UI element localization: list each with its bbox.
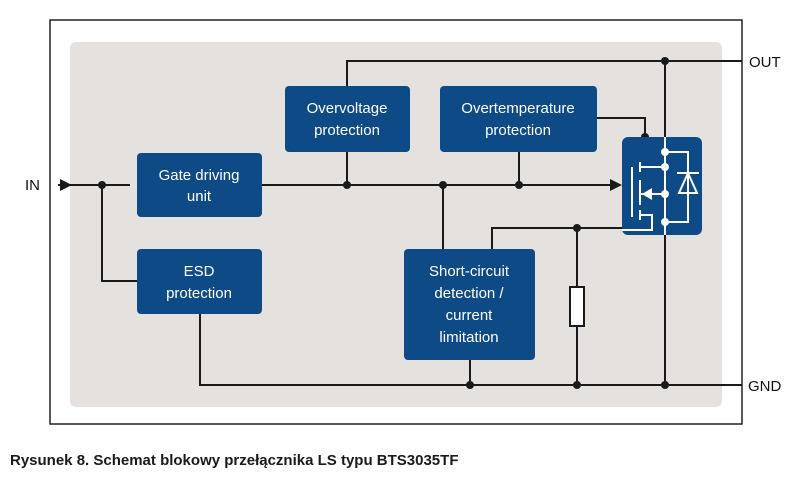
mosfet-icon (622, 137, 702, 235)
resistor (569, 286, 585, 327)
overtemperature-protection-block: Overtemperature protection (440, 86, 597, 152)
figure-caption: Rysunek 8. Schemat blokowy przełącznika … (10, 452, 459, 469)
svg-text:protection: protection (485, 122, 551, 139)
gate-driving-unit-block: Gate driving unit (137, 153, 262, 217)
pin-in-label: IN (25, 177, 40, 194)
svg-text:Overvoltage: Overvoltage (307, 100, 388, 117)
svg-text:limitation: limitation (439, 329, 498, 346)
gate-arrow (610, 179, 622, 191)
in-arrow (60, 179, 72, 191)
pin-gnd-label: GND (748, 378, 782, 395)
junction-dots (98, 57, 669, 389)
esd-protection-block: ESD protection (137, 249, 262, 314)
svg-text:current: current (446, 307, 494, 324)
wires (58, 60, 742, 386)
overvoltage-protection-block: Overvoltage protection (285, 86, 410, 152)
svg-text:Gate driving: Gate driving (159, 167, 240, 184)
svg-text:protection: protection (166, 285, 232, 302)
short-circuit-block: Short-circuit detection / current limita… (404, 249, 535, 360)
svg-text:unit: unit (187, 188, 212, 205)
svg-text:Overtemperature: Overtemperature (461, 100, 574, 117)
svg-text:ESD: ESD (184, 263, 215, 280)
svg-text:detection /: detection / (434, 285, 504, 302)
svg-text:Short-circuit: Short-circuit (429, 263, 510, 280)
svg-text:protection: protection (314, 122, 380, 139)
pin-out-label: OUT (749, 54, 781, 71)
